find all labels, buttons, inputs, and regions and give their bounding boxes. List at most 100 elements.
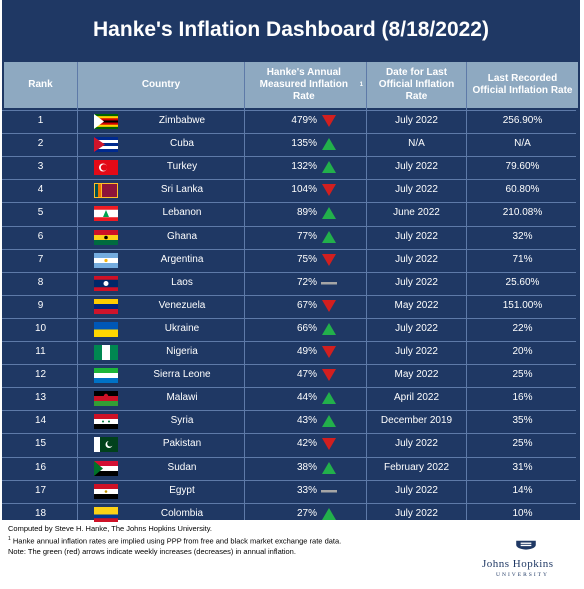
footnote-line-1: Computed by Steve H. Hanke, The Johns Ho… (8, 524, 212, 533)
hanke-rate-cell: 67% (296, 299, 317, 311)
table-row: 13 Malawi 44% April 2022 16% (2, 387, 576, 408)
country-cell: Colombia (160, 507, 204, 519)
hanke-rate-cell: 132% (291, 161, 317, 173)
pakistan-flag-icon (94, 437, 118, 453)
hanke-rate-cell: 135% (291, 138, 317, 150)
venezuela-flag-icon (94, 298, 118, 314)
column-divider (466, 62, 467, 520)
lebanon-flag-icon (94, 206, 118, 222)
ukraine-flag-icon (94, 321, 118, 337)
official-rate-cell: 31% (512, 461, 533, 473)
arrow-up-icon (322, 415, 336, 428)
hanke-rate-cell: 75% (296, 253, 317, 265)
johns-hopkins-logo: Johns Hopkins (482, 558, 554, 570)
footnote-line-2-text: Hanke annual inflation rates are implied… (10, 536, 342, 546)
date-cell: July 2022 (395, 161, 438, 173)
country-cell: Egypt (169, 484, 195, 496)
zimbabwe-flag-icon (94, 114, 118, 129)
rank-cell: 1 (37, 115, 44, 126)
country-cell: Sudan (167, 461, 197, 473)
hanke-rate-cell: 72% (296, 276, 317, 288)
official-rate-cell: 14% (512, 484, 533, 496)
date-cell: July 2022 (395, 484, 438, 496)
hanke-rate-cell: 104% (291, 184, 317, 196)
official-rate-cell: 256.90% (502, 115, 543, 126)
johns-hopkins-logo-sub: UNIVERSITY (496, 572, 549, 578)
arrow-up-icon (322, 138, 336, 151)
footnote-superscript: 1 (8, 536, 11, 542)
country-cell: Lebanon (162, 207, 202, 219)
country-cell: Ghana (166, 230, 198, 242)
column-divider (77, 62, 78, 520)
rank-cell: 11 (35, 346, 46, 357)
table-row: 15 Pakistan 42% July 2022 25% (2, 433, 576, 454)
hanke-rate-cell: 77% (296, 230, 317, 242)
hanke-rate-cell: 42% (296, 438, 317, 450)
table-row: 3 Turkey 132% July 2022 79.60% (2, 156, 576, 177)
date-cell: April 2022 (393, 392, 440, 404)
arrow-down-icon (322, 184, 336, 197)
hanke-rate-cell: 38% (296, 461, 317, 473)
date-cell: N/A (408, 138, 425, 150)
rank-cell: 3 (37, 161, 44, 173)
official-rate-cell: 35% (512, 415, 533, 427)
hanke-rate-cell: 49% (296, 346, 317, 357)
hanke-rate-cell: 89% (296, 207, 317, 219)
egypt-flag-icon (94, 483, 118, 499)
arrow-up-icon (322, 507, 336, 520)
sudan-flag-icon (94, 460, 118, 476)
arrow-up-icon (322, 322, 336, 335)
sri-lanka-flag-icon (94, 183, 118, 199)
date-cell: July 2022 (395, 184, 438, 196)
arrow-down-icon (322, 115, 336, 127)
turkey-flag-icon (94, 160, 118, 176)
country-cell: Turkey (166, 161, 198, 173)
date-cell: July 2022 (395, 230, 438, 242)
country-cell: Laos (171, 276, 193, 288)
hanke-rate-cell: 479% (291, 115, 317, 126)
date-cell: May 2022 (394, 299, 439, 311)
header-date: Date for Last Official Inflation Rate (367, 62, 466, 108)
rank-cell: 18 (34, 507, 47, 519)
rank-cell: 15 (34, 438, 47, 450)
official-rate-cell: 16% (512, 392, 533, 404)
table-row: 18 Colombia 27% July 2022 10% (2, 502, 576, 524)
date-cell: July 2022 (395, 438, 438, 450)
page-title: Hanke's Inflation Dashboard (8/18/2022) (93, 18, 489, 41)
date-cell: July 2022 (395, 322, 438, 334)
table-row: 14 Syria 43% December 2019 35% (2, 410, 576, 431)
johns-hopkins-shield-icon (516, 540, 536, 550)
colombia-flag-icon (94, 506, 118, 522)
argentina-flag-icon (94, 252, 118, 268)
rank-cell: 2 (37, 138, 44, 150)
rank-cell: 8 (37, 276, 44, 288)
country-cell: Sri Lanka (160, 184, 204, 196)
official-rate-cell: 32% (512, 230, 533, 242)
table-row: 16 Sudan 38% February 2022 31% (2, 456, 576, 478)
arrow-up-icon (322, 161, 336, 174)
rank-cell: 17 (34, 484, 47, 496)
country-cell: Argentina (160, 253, 204, 265)
cuba-flag-icon (94, 137, 118, 153)
arrow-up-icon (322, 207, 336, 220)
arrow-down-icon (322, 369, 336, 382)
rank-cell: 7 (37, 253, 44, 265)
official-rate-cell: 79.60% (505, 161, 540, 173)
official-rate-cell: 25% (512, 369, 533, 381)
official-rate-cell: 210.08% (502, 207, 543, 219)
header-hanke-rate-label: Hanke's Annual Measured Inflation Rate (259, 67, 348, 102)
arrow-down-icon (322, 346, 336, 358)
official-rate-cell: 25.60% (505, 276, 540, 288)
country-cell: Sierra Leone (153, 369, 211, 381)
table-row: 17 Egypt 33% July 2022 14% (2, 479, 576, 501)
rank-cell: 10 (34, 322, 47, 334)
syria-flag-icon (94, 414, 118, 430)
malawi-flag-icon (94, 391, 118, 407)
rank-cell: 5 (37, 207, 44, 219)
hanke-rate-cell: 43% (296, 415, 317, 427)
country-cell: Cuba (170, 138, 194, 150)
date-cell: July 2022 (395, 346, 438, 357)
table-row: 1 Zimbabwe 479% July 2022 256.90% (2, 110, 576, 131)
official-rate-cell: 71% (512, 253, 533, 265)
hanke-rate-cell: 33% (296, 484, 317, 496)
